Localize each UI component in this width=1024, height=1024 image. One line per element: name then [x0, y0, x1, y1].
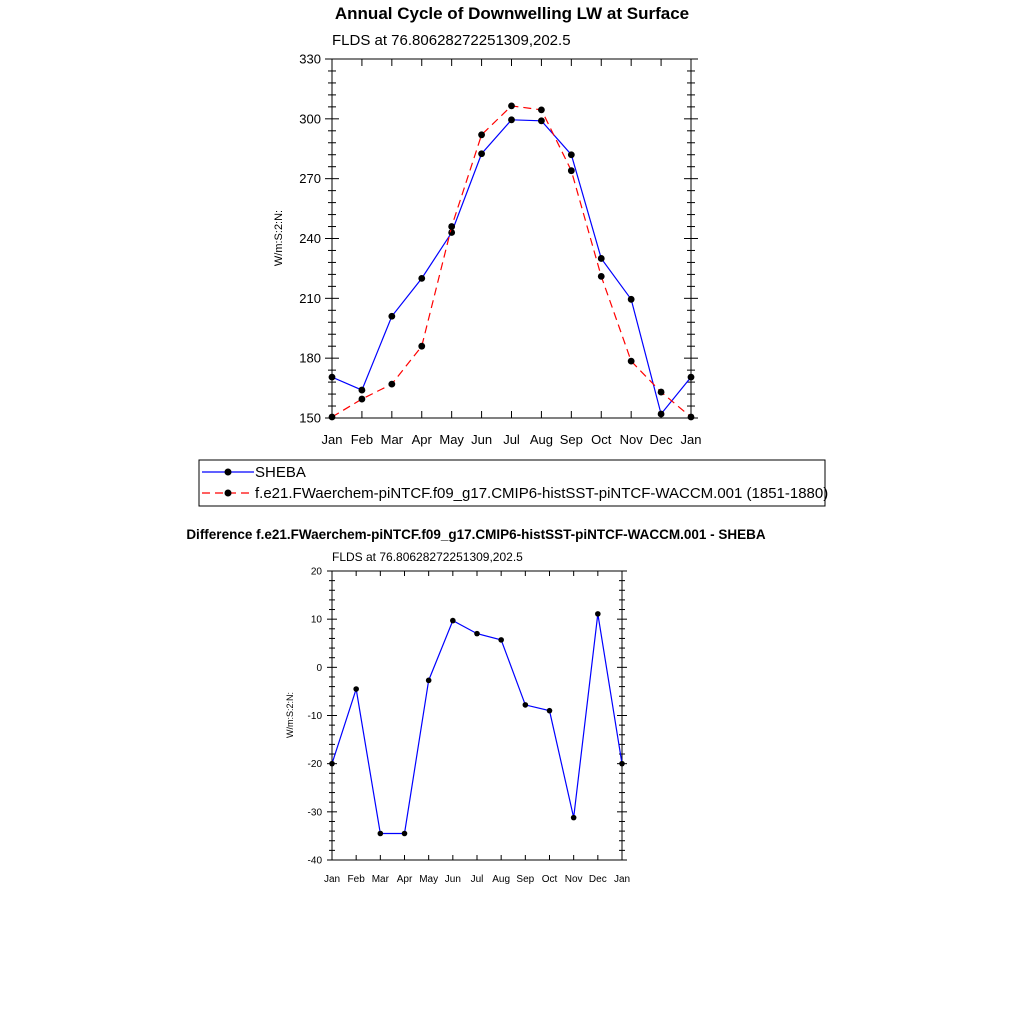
series-1-line: [331, 105, 692, 418]
series-1-point: [627, 357, 635, 365]
series-0-point: [425, 677, 432, 684]
legend-box: [198, 459, 826, 507]
plot-frame: [331, 58, 692, 419]
x-tick-label: Mar: [381, 432, 404, 447]
series-1-point: [567, 167, 575, 175]
x-tick-label: Sep: [516, 874, 534, 885]
series-0-point: [538, 117, 545, 125]
series-0-point: [687, 373, 695, 381]
x-tick-label: Nov: [565, 874, 583, 885]
series-0-point: [450, 617, 456, 624]
annual-cycle-chart: Annual Cycle of Downwelling LW at Surfac…: [198, 4, 828, 507]
chart2-ylabel: W/m:S:2:N:: [285, 692, 295, 738]
x-tick-label: Jul: [471, 874, 484, 885]
x-tick-label: Jun: [471, 432, 492, 447]
x-tick-label: Jan: [322, 432, 343, 447]
series-1-point: [687, 413, 695, 421]
series-0-point: [474, 630, 480, 637]
series-0-line: [331, 613, 623, 835]
y-tick-label: -10: [308, 711, 323, 722]
series-0-point: [328, 373, 336, 381]
x-tick-label: Jun: [445, 874, 461, 885]
x-tick-label: Apr: [397, 874, 413, 885]
y-tick-label: 210: [299, 291, 321, 306]
y-tick-label: 270: [299, 171, 321, 186]
y-tick-label: 300: [299, 111, 321, 126]
series-0-point: [595, 611, 601, 617]
legend-sheba-label: SHEBA: [255, 464, 306, 481]
x-tick-label: Jan: [681, 432, 702, 447]
series-0-point: [567, 151, 575, 159]
difference-chart: Difference f.e21.FWaerchem-piNTCF.f09_g1…: [186, 527, 766, 885]
x-tick-label: Sep: [560, 432, 583, 447]
series-0-point: [448, 229, 456, 236]
y-tick-label: 240: [299, 231, 321, 246]
x-tick-label: Jan: [614, 874, 630, 885]
x-tick-label: May: [419, 874, 438, 885]
x-tick-label: Oct: [542, 874, 558, 885]
series-0-point: [597, 255, 605, 262]
chart2-subtitle: FLDS at 76.80628272251309,202.5: [332, 550, 523, 564]
series-1-point: [657, 388, 665, 396]
series-0-point: [418, 274, 426, 282]
x-tick-label: Apr: [412, 432, 433, 447]
x-tick-label: May: [439, 432, 464, 447]
series-1-point: [478, 131, 485, 139]
y-tick-label: 10: [311, 615, 323, 626]
series-0-point: [478, 150, 485, 158]
series-1-point: [597, 272, 605, 280]
y-tick-label: 20: [311, 567, 323, 578]
series-0-point: [508, 116, 515, 124]
series-1-point: [358, 395, 366, 403]
series-1-point: [418, 342, 426, 350]
chart1-subtitle: FLDS at 76.80628272251309,202.5: [332, 32, 571, 49]
legend-sheba-marker: [224, 468, 232, 476]
y-tick-label: -40: [308, 856, 323, 867]
series-0-point: [401, 830, 408, 837]
y-tick-label: 330: [299, 52, 321, 67]
y-tick-label: 180: [299, 351, 321, 366]
chart2-title: Difference f.e21.FWaerchem-piNTCF.f09_g1…: [186, 527, 766, 542]
series-1-point: [328, 413, 336, 421]
series-0-point: [329, 760, 335, 767]
x-tick-label: Aug: [492, 874, 510, 885]
series-0-point: [657, 410, 665, 418]
legend-model-marker: [224, 489, 232, 497]
x-tick-label: Feb: [351, 432, 373, 447]
y-tick-label: -20: [308, 759, 323, 770]
series-0-point: [570, 814, 577, 821]
y-tick-label: -30: [308, 807, 323, 818]
chart1-title: Annual Cycle of Downwelling LW at Surfac…: [335, 4, 689, 23]
series-1-point: [538, 106, 545, 114]
series-1-point: [388, 380, 396, 388]
y-tick-label: 150: [299, 411, 321, 426]
series-0-point: [546, 707, 553, 714]
series-0-point: [522, 702, 529, 708]
x-tick-label: Oct: [591, 432, 612, 447]
chart1-legend: SHEBA f.e21.FWaerchem-piNTCF.f09_g17.CMI…: [198, 459, 828, 507]
series-1-point: [508, 102, 515, 110]
series-0-point: [358, 386, 366, 394]
series-0-point: [353, 686, 359, 692]
y-tick-label: 0: [316, 663, 322, 674]
series-0-point: [377, 830, 384, 837]
x-tick-label: Dec: [650, 432, 674, 447]
x-tick-label: Mar: [372, 874, 390, 885]
series-0-point: [498, 637, 504, 643]
x-tick-label: Jan: [324, 874, 340, 885]
chart1-ylabel: W/m:S:2:N:: [273, 210, 285, 266]
series-0-line: [331, 119, 692, 416]
x-tick-label: Feb: [348, 874, 366, 885]
legend-model-label: f.e21.FWaerchem-piNTCF.f09_g17.CMIP6-his…: [255, 485, 828, 502]
series-1-point: [448, 223, 456, 230]
series-0-point: [627, 295, 635, 303]
plot-frame: [331, 570, 623, 861]
x-tick-label: Dec: [589, 874, 607, 885]
x-tick-label: Jul: [503, 432, 520, 447]
x-tick-label: Aug: [530, 432, 553, 447]
series-0-point: [619, 760, 625, 767]
series-0-point: [388, 312, 396, 320]
x-tick-label: Nov: [620, 432, 644, 447]
